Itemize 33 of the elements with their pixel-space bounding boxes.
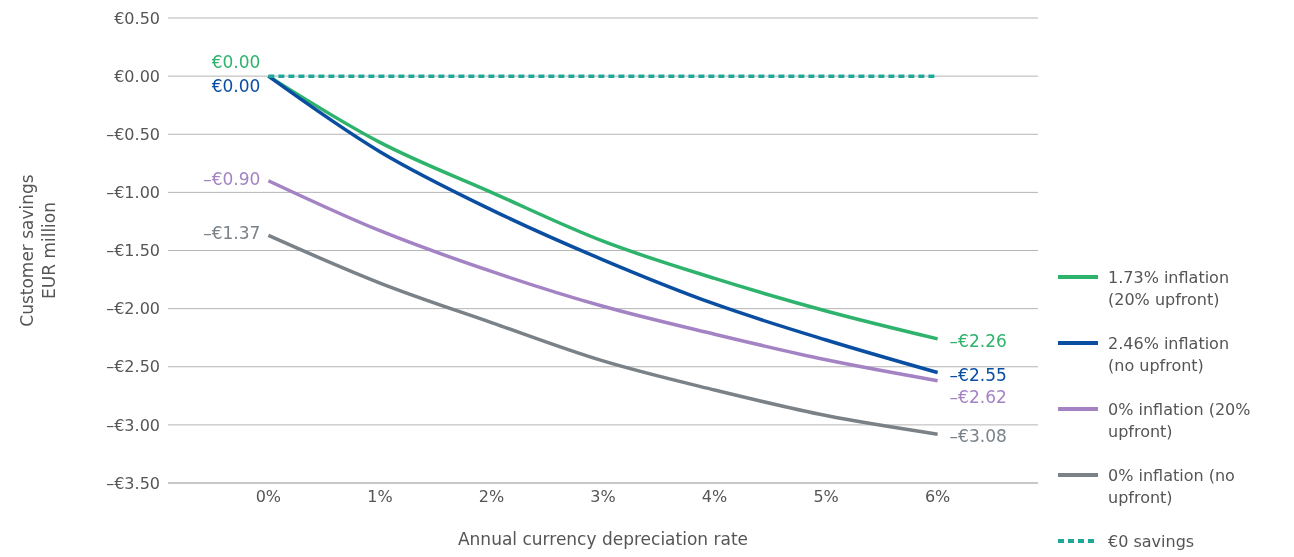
y-tick-label: –€1.50 (106, 241, 160, 261)
legend-label: 0% inflation (no upfront) (1108, 465, 1236, 509)
legend-label: 0% inflation (20% upfront) (1108, 399, 1252, 443)
data-label: –€2.62 (949, 386, 1007, 407)
legend-label: 1.73% inflation (20% upfront) (1108, 267, 1231, 311)
x-tick-label: 0% (255, 487, 282, 507)
data-label: €0.00 (211, 76, 261, 97)
x-tick-label: 4% (701, 487, 728, 507)
y-axis-title: Customer savings EUR million (17, 174, 59, 327)
legend-label: €0 savings (1108, 531, 1196, 553)
x-tick-label: 5% (813, 487, 839, 507)
y-tick-label: –€1.00 (106, 183, 160, 203)
y-tick-label: –€3.00 (106, 415, 160, 435)
line-series (266, 179, 940, 383)
line-series (266, 233, 940, 436)
data-label: –€2.26 (949, 330, 1007, 351)
data-label: –€2.55 (949, 364, 1007, 385)
legend-label: 2.46% inflation (no upfront) (1108, 333, 1231, 377)
x-axis-title: Annual currency depreciation rate (457, 529, 749, 550)
data-label: –€3.08 (949, 426, 1007, 447)
x-tick-label: 3% (590, 487, 616, 507)
y-tick-label: –€2.50 (106, 357, 160, 377)
y-tick-label: –€0.50 (106, 124, 160, 144)
data-label: –€1.37 (203, 223, 261, 244)
data-label: €0.00 (211, 52, 261, 73)
x-tick-label: 2% (478, 487, 505, 507)
y-tick-label: –€3.50 (106, 473, 160, 493)
y-tick-label: €0.00 (114, 66, 160, 86)
y-tick-label: €0.50 (114, 8, 160, 28)
y-tick-label: –€2.00 (106, 299, 160, 319)
x-tick-label: 6% (924, 487, 951, 507)
x-tick-label: 1% (367, 487, 393, 507)
data-label: –€0.90 (203, 168, 261, 189)
